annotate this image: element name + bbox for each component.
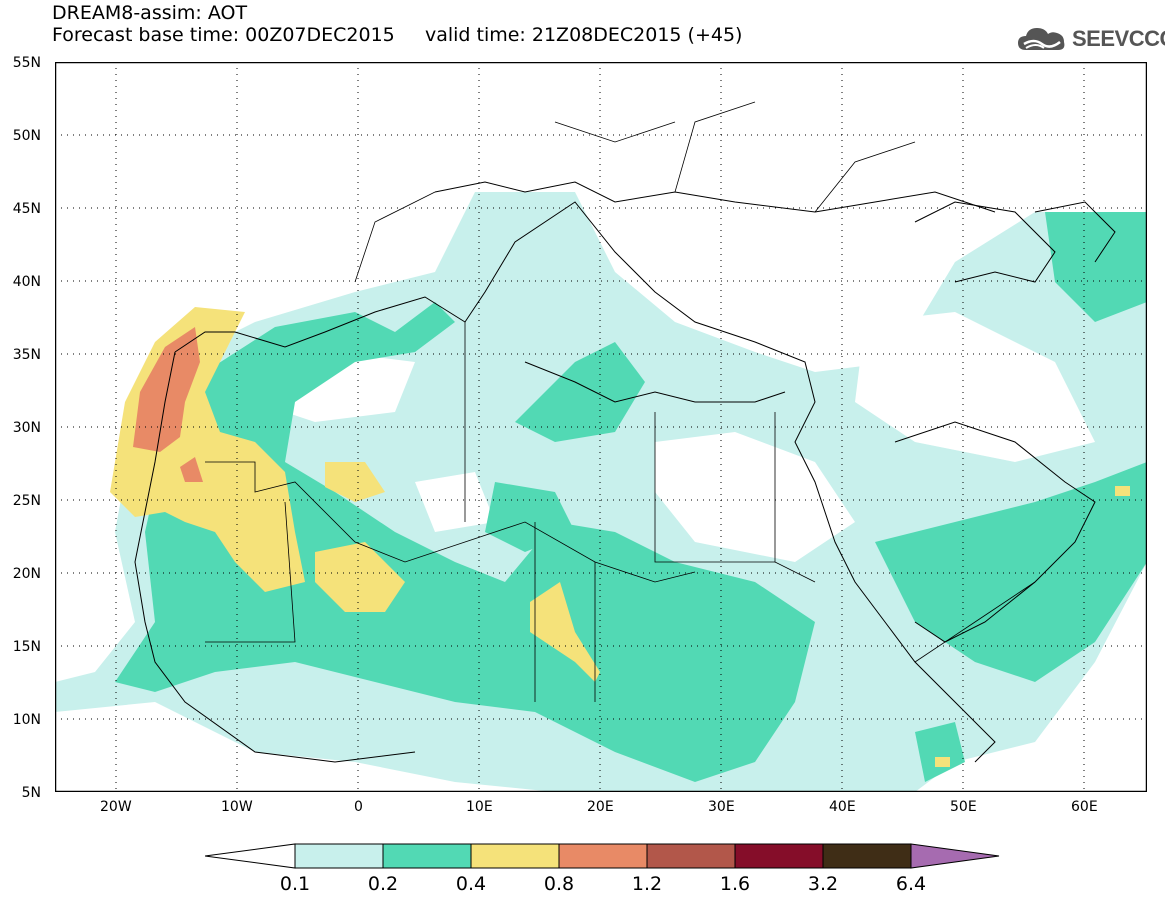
colorbar — [205, 843, 1000, 869]
colorbar-swatch — [734, 843, 824, 869]
colorbar-swatch — [822, 843, 912, 869]
lat-label: 35N — [12, 347, 41, 363]
map-border — [55, 62, 1147, 792]
aot-map — [55, 62, 1147, 792]
aot-band-0.8 — [133, 327, 203, 482]
lon-label: 0 — [354, 799, 363, 815]
lat-label: 15N — [12, 639, 41, 655]
lon-label: 20W — [100, 799, 132, 815]
coastlines — [134, 181, 1116, 763]
country-borders — [205, 101, 1036, 702]
colorbar-under-arrow — [205, 843, 296, 869]
lat-label: 45N — [12, 201, 41, 217]
colorbar-label: 0.4 — [455, 873, 487, 895]
aot-clear-areas — [55, 62, 1147, 792]
colorbar-swatch — [470, 843, 560, 869]
colorbar-label: 3.2 — [807, 873, 839, 895]
lon-label: 40E — [829, 799, 856, 815]
colorbar-swatch — [382, 843, 472, 869]
colorbar-swatch — [646, 843, 736, 869]
cloud-icon — [1018, 28, 1065, 50]
colorbar-swatch — [558, 843, 648, 869]
logo-text: SEEVCCC — [1072, 26, 1165, 51]
lon-label: 50E — [950, 799, 977, 815]
colorbar-label: 0.2 — [367, 873, 399, 895]
colorbar-label: 0.1 — [279, 873, 311, 895]
lat-label: 5N — [21, 785, 41, 801]
lon-label: 10E — [466, 799, 493, 815]
colorbar-label: 6.4 — [895, 873, 927, 895]
colorbar-over-arrow — [910, 843, 1000, 869]
lat-label: 30N — [12, 420, 41, 436]
lat-label: 40N — [12, 274, 41, 290]
lat-label: 25N — [12, 493, 41, 509]
lon-label: 10W — [221, 799, 253, 815]
colorbar-swatch — [294, 843, 384, 869]
lon-label: 20E — [587, 799, 614, 815]
lat-label: 20N — [12, 566, 41, 582]
seevccc-logo: SEEVCCC — [1016, 24, 1165, 54]
lat-label: 10N — [12, 712, 41, 728]
lon-label: 60E — [1071, 799, 1098, 815]
title-times: Forecast base time: 00Z07DEC2015 valid t… — [52, 24, 743, 46]
colorbar-label: 1.2 — [631, 873, 663, 895]
gridlines — [55, 62, 1147, 792]
title-product: DREAM8-assim: AOT — [52, 2, 248, 24]
lon-label: 30E — [708, 799, 735, 815]
map-title: DREAM8-assim: AOT Forecast base time: 00… — [52, 2, 742, 46]
lat-label: 50N — [12, 128, 41, 144]
colorbar-label: 0.8 — [543, 873, 575, 895]
aot-band-0.2 — [115, 212, 1147, 782]
colorbar-label: 1.6 — [719, 873, 751, 895]
aot-field — [55, 62, 1147, 792]
lat-label: 55N — [12, 55, 41, 71]
